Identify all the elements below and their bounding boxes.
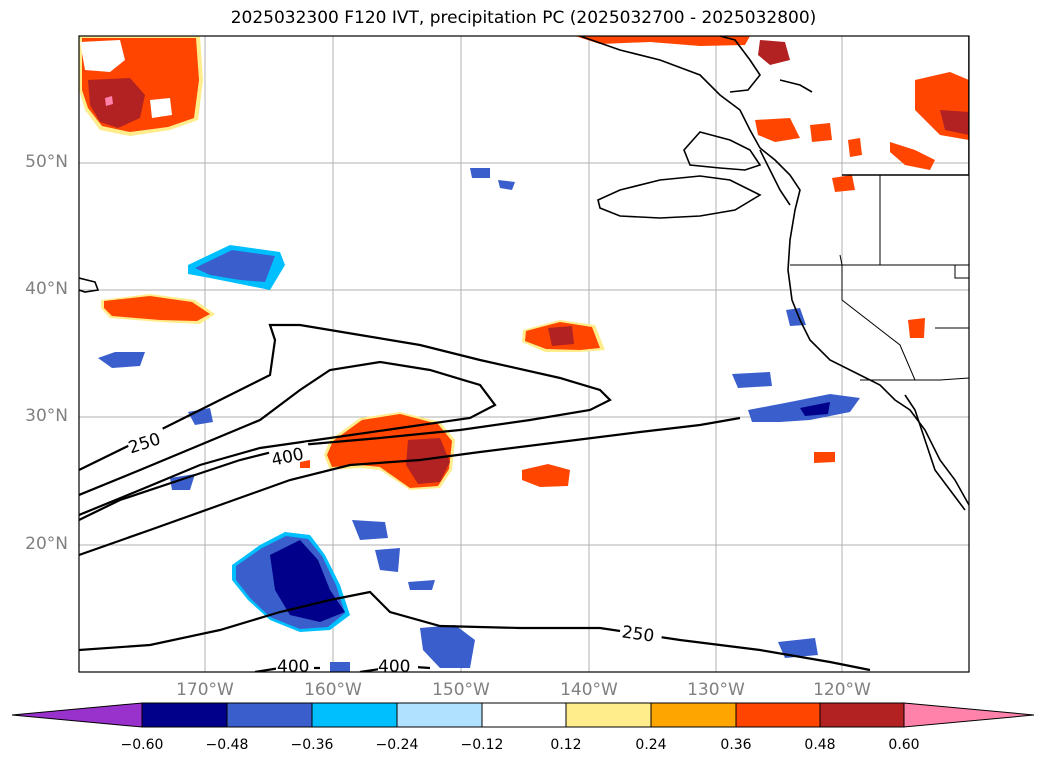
- colorbar-bin-3: [311, 702, 398, 728]
- colorbar-bin-4: [396, 702, 483, 728]
- lon-label-150w: 150°W: [432, 680, 490, 700]
- colorbar-bin-5: [481, 702, 567, 728]
- colorbar-extend-high: [903, 702, 1035, 728]
- lat-label-20n: 20°N: [25, 534, 68, 554]
- colorbar-tick-9: 0.48: [804, 737, 836, 753]
- colorbar-bin-2: [226, 702, 313, 728]
- lon-label-140w: 140°W: [560, 680, 618, 700]
- colorbar-bin-6: [565, 702, 652, 728]
- colorbar: [11, 702, 1035, 728]
- lon-label-130w: 130°W: [687, 680, 745, 700]
- colorbar-tick-2: −0.48: [205, 737, 249, 753]
- colorbar-tick-10: 0.60: [888, 737, 920, 753]
- positive-anomalies: [79, 36, 969, 490]
- contour-label-400-s: 400: [378, 657, 410, 677]
- colorbar-bin-7: [650, 702, 737, 728]
- colorbar-bin-8: [735, 702, 821, 728]
- canada-border: [842, 36, 969, 176]
- colorbar-tick-7: 0.24: [635, 737, 667, 753]
- colorbar-extend-low: [11, 702, 143, 728]
- lat-label-50n: 50°N: [25, 152, 68, 172]
- colorbar-tick-3: −0.36: [290, 737, 334, 753]
- lat-label-30n: 30°N: [25, 406, 68, 426]
- colorbar-tick-8: 0.36: [720, 737, 752, 753]
- colorbar-bin-1: [141, 702, 228, 728]
- lat-label-40n: 40°N: [25, 279, 68, 299]
- colorbar-tick-1: −0.60: [120, 737, 164, 753]
- lon-label-120w: 120°W: [813, 680, 871, 700]
- colorbar-tick-6: 0.12: [550, 737, 582, 753]
- colorbar-bin-9: [819, 702, 905, 728]
- map-frame: [78, 35, 970, 673]
- colorbar-tick-5: −0.12: [460, 737, 504, 753]
- coastline: [79, 36, 969, 511]
- lon-label-160w: 160°W: [304, 680, 362, 700]
- contour-label-400-sw: 400: [277, 657, 309, 677]
- map-frame-bg: [79, 36, 969, 672]
- colorbar-tick-4: −0.24: [375, 737, 419, 753]
- contour-label-250-south: 250: [621, 622, 656, 646]
- contour-label-bgs: [126, 427, 664, 672]
- map-title: 2025032300 F120 IVT, precipitation PC (2…: [230, 8, 817, 28]
- lon-label-170w: 170°W: [176, 680, 234, 700]
